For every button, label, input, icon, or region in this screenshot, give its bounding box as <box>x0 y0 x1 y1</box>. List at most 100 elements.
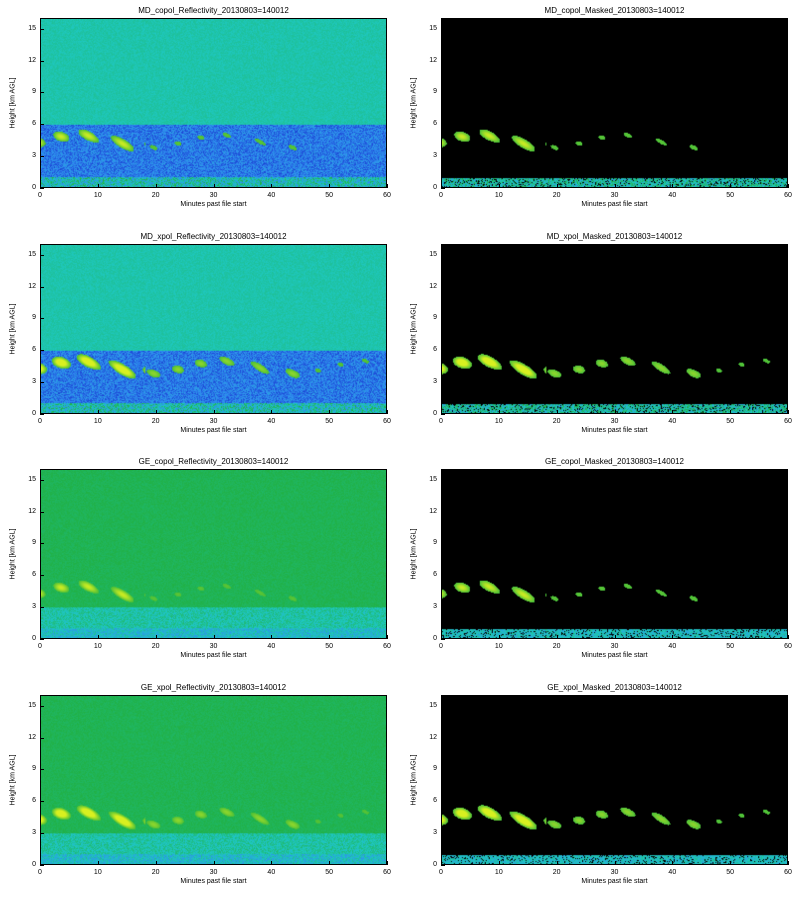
y-tick-label: 0 <box>433 635 437 642</box>
y-tick-mark <box>40 575 44 577</box>
x-tick-label: 50 <box>726 869 735 876</box>
x-tick-label: 50 <box>325 643 334 650</box>
y-tick-label: 3 <box>433 829 437 837</box>
y-tick-mark <box>441 350 445 352</box>
x-tick-mark <box>498 635 500 639</box>
x-tick-label: 60 <box>784 643 792 650</box>
x-tick-mark <box>329 635 331 639</box>
y-tick-label: 0 <box>433 184 437 191</box>
y-tick-mark <box>441 156 445 158</box>
x-tick-mark <box>97 184 99 188</box>
x-tick-label: 10 <box>93 192 102 199</box>
x-tick-label: 0 <box>38 418 42 425</box>
chart-title: GE_copol_Masked_20130803=140012 <box>544 457 685 466</box>
y-tick-mark <box>441 737 445 739</box>
y-tick-label: 0 <box>32 184 36 191</box>
y-tick-label: 6 <box>32 797 36 805</box>
y-tick-mark <box>40 479 44 481</box>
y-tick-mark <box>441 769 445 771</box>
y-tick-label: 0 <box>32 861 36 868</box>
x-tick-label: 50 <box>325 418 334 425</box>
x-tick-mark <box>672 184 674 188</box>
x-tick-mark <box>213 410 215 414</box>
x-axis-label: Minutes past file start <box>180 201 247 208</box>
y-tick-label: 6 <box>433 120 437 128</box>
heatmap-plot-area <box>441 244 788 414</box>
x-tick-mark <box>155 635 157 639</box>
y-tick-label: 3 <box>32 378 36 386</box>
x-tick-label: 30 <box>209 418 218 425</box>
y-tick-mark <box>40 705 44 707</box>
x-axis-label: Minutes past file start <box>581 427 648 434</box>
x-tick-label: 60 <box>784 869 792 876</box>
y-tick-label: 9 <box>433 314 437 322</box>
x-tick-mark <box>387 635 388 639</box>
x-tick-label: 20 <box>151 192 160 199</box>
x-tick-mark <box>40 635 41 639</box>
chart-title: GE_xpol_Reflectivity_20130803=140012 <box>140 683 287 692</box>
x-tick-mark <box>498 410 500 414</box>
x-tick-mark <box>97 635 99 639</box>
heatmap-image <box>442 19 787 187</box>
y-tick-mark <box>441 801 445 803</box>
y-tick-label: 6 <box>433 797 437 805</box>
x-tick-mark <box>40 861 41 865</box>
x-tick-label: 10 <box>494 869 503 876</box>
x-tick-label: 60 <box>383 869 391 876</box>
y-tick-label: 9 <box>32 539 36 547</box>
x-tick-mark <box>730 184 732 188</box>
y-tick-label: 9 <box>32 314 36 322</box>
y-tick-mark <box>40 607 44 609</box>
y-tick-label: 9 <box>32 765 36 773</box>
y-tick-mark <box>40 28 44 30</box>
y-tick-mark <box>40 188 44 189</box>
y-tick-mark <box>441 607 445 609</box>
y-tick-label: 0 <box>433 410 437 417</box>
x-tick-mark <box>614 184 616 188</box>
y-tick-mark <box>441 286 445 288</box>
x-axis-label: Minutes past file start <box>180 878 247 885</box>
x-tick-mark <box>730 635 732 639</box>
x-tick-label: 20 <box>151 418 160 425</box>
y-tick-label: 12 <box>28 56 36 64</box>
x-tick-label: 10 <box>494 418 503 425</box>
x-tick-label: 0 <box>439 192 443 199</box>
y-tick-label: 6 <box>32 571 36 579</box>
x-tick-mark <box>556 410 558 414</box>
y-tick-mark <box>40 414 44 415</box>
y-tick-mark <box>441 382 445 384</box>
x-tick-mark <box>213 635 215 639</box>
x-tick-mark <box>40 410 41 414</box>
y-tick-mark <box>40 350 44 352</box>
x-tick-mark <box>387 410 388 414</box>
x-tick-mark <box>271 635 273 639</box>
y-tick-label: 15 <box>28 475 36 483</box>
heatmap-plot-area <box>40 244 387 414</box>
y-tick-mark <box>441 705 445 707</box>
x-tick-mark <box>788 861 789 865</box>
y-tick-mark <box>40 639 44 640</box>
y-tick-label: 3 <box>433 152 437 160</box>
x-tick-label: 40 <box>267 418 276 425</box>
chart-title: MD_xpol_Reflectivity_20130803=140012 <box>140 232 287 241</box>
x-tick-mark <box>556 635 558 639</box>
x-tick-label: 30 <box>209 643 218 650</box>
y-tick-label: 12 <box>28 733 36 741</box>
heatmap-plot-area <box>441 469 788 639</box>
x-tick-label: 40 <box>668 192 677 199</box>
y-tick-mark <box>40 286 44 288</box>
x-tick-label: 20 <box>151 869 160 876</box>
y-tick-label: 15 <box>429 475 437 483</box>
x-tick-label: 0 <box>38 192 42 199</box>
y-tick-label: 15 <box>429 24 437 32</box>
x-tick-label: 20 <box>552 643 561 650</box>
x-tick-mark <box>40 184 41 188</box>
x-tick-mark <box>441 410 442 414</box>
x-tick-label: 40 <box>668 643 677 650</box>
x-tick-label: 50 <box>325 869 334 876</box>
y-tick-mark <box>441 124 445 126</box>
x-tick-mark <box>97 410 99 414</box>
x-tick-label: 20 <box>552 869 561 876</box>
x-tick-mark <box>788 635 789 639</box>
x-tick-label: 20 <box>552 418 561 425</box>
